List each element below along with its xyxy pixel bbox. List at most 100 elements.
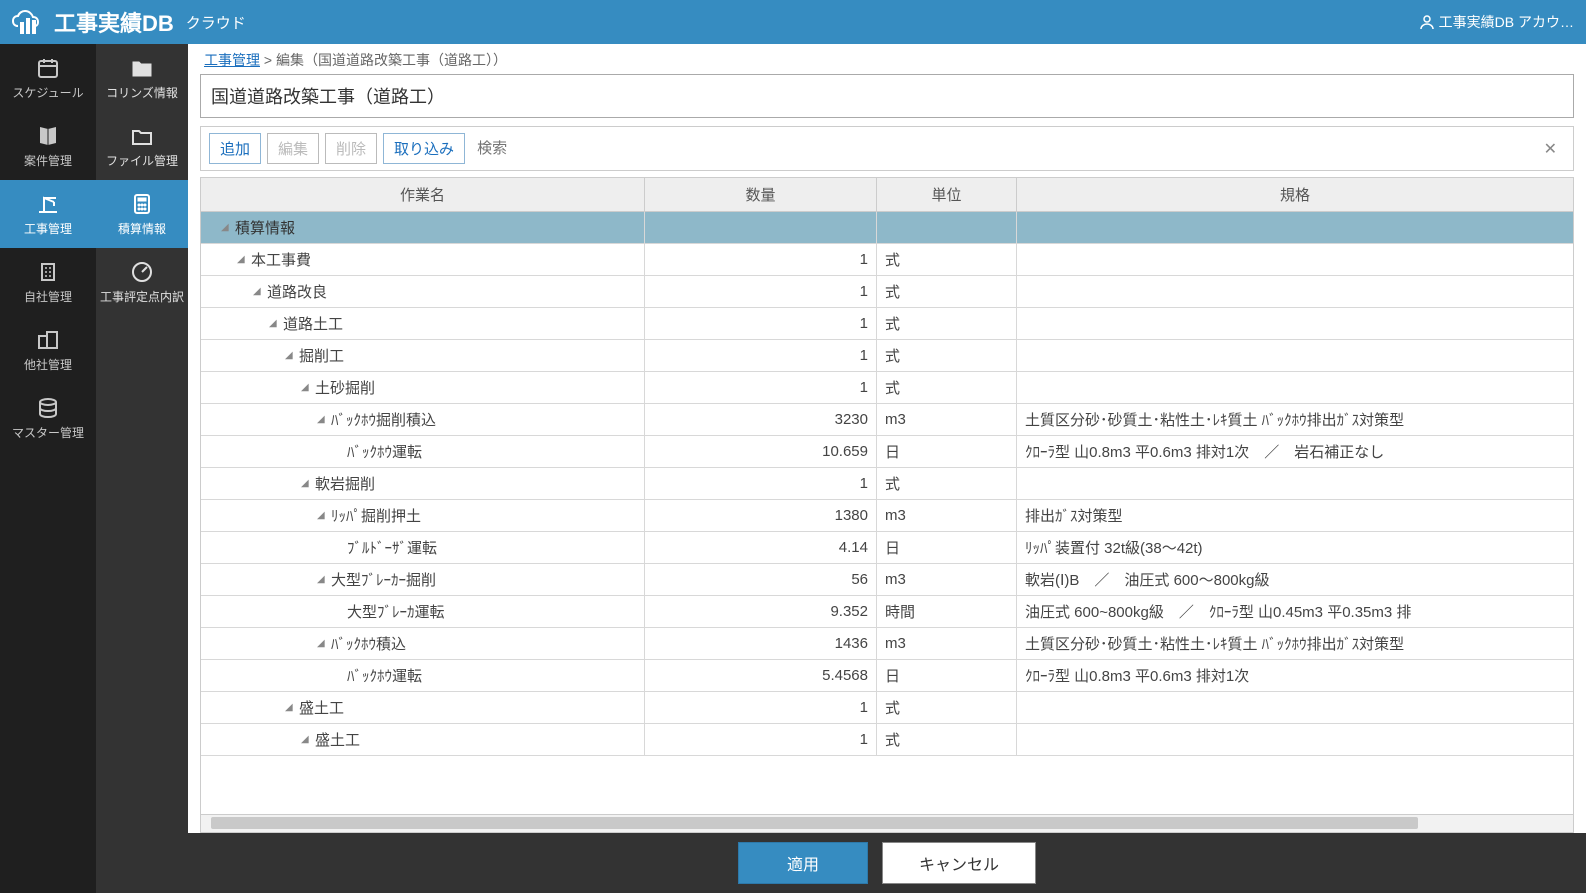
cell-unit: 日 — [877, 436, 1017, 467]
delete-button[interactable]: 削除 — [325, 133, 377, 164]
cell-qty: 56 — [645, 564, 877, 595]
horizontal-scrollbar[interactable] — [201, 814, 1573, 832]
cell-qty: 9.352 — [645, 596, 877, 627]
sidebar-item-own-company[interactable]: 自社管理 — [0, 248, 96, 316]
tree-collapse-icon[interactable]: ◢ — [237, 254, 247, 265]
tree-collapse-icon[interactable]: ◢ — [301, 734, 311, 745]
cell-name: ◢ 盛土工 — [201, 692, 645, 723]
table-row[interactable]: ﾌﾞﾙﾄﾞｰｻﾞ運転4.14日ﾘｯﾊﾟ装置付 32t級(38～42t) — [201, 532, 1573, 564]
row-name-text: 土砂掘削 — [315, 377, 375, 398]
sidebar-item-master[interactable]: マスター管理 — [0, 384, 96, 452]
col-header-unit[interactable]: 単位 — [877, 178, 1017, 211]
cell-name: ◢ 道路土工 — [201, 308, 645, 339]
edit-button[interactable]: 編集 — [267, 133, 319, 164]
cell-name: ◢ 道路改良 — [201, 276, 645, 307]
table-row[interactable]: ◢本工事費1式 — [201, 244, 1573, 276]
cell-qty: 5.4568 — [645, 660, 877, 691]
grid-body[interactable]: ◢積算情報◢本工事費1式◢道路改良1式◢道路土工1式◢掘削工1式◢土砂掘削1式◢… — [201, 212, 1573, 814]
subnav-label: ファイル管理 — [106, 152, 178, 169]
cell-spec — [1017, 308, 1573, 339]
tree-collapse-icon[interactable]: ◢ — [285, 350, 295, 361]
apply-button[interactable]: 適用 — [738, 842, 868, 884]
sidebar-item-construction[interactable]: 工事管理 — [0, 180, 96, 248]
col-header-spec[interactable]: 規格 — [1017, 178, 1573, 211]
table-row[interactable]: ◢土砂掘削1式 — [201, 372, 1573, 404]
table-row[interactable]: ◢軟岩掘削1式 — [201, 468, 1573, 500]
scrollbar-thumb[interactable] — [211, 817, 1418, 829]
col-header-qty[interactable]: 数量 — [645, 178, 877, 211]
cell-name: ◢ 土砂掘削 — [201, 372, 645, 403]
table-row[interactable]: ◢ﾘｯﾊﾟ掘削押土1380m3排出ｶﾞｽ対策型 — [201, 500, 1573, 532]
table-row[interactable]: ◢ﾊﾞｯｸﾎｳ掘削積込3230m3土質区分砂･砂質土･粘性土･ﾚｷ質土 ﾊﾞｯｸ… — [201, 404, 1573, 436]
tree-collapse-icon[interactable]: ◢ — [285, 702, 295, 713]
subnav-estimate[interactable]: 積算情報 — [96, 180, 188, 248]
search-input[interactable] — [471, 136, 1530, 161]
building-icon — [36, 260, 60, 284]
tree-collapse-icon[interactable]: ◢ — [221, 222, 231, 233]
table-row[interactable]: 大型ﾌﾞﾚｰｶ運転9.352時間油圧式 600~800kg級 ／ ｸﾛｰﾗ型 山… — [201, 596, 1573, 628]
table-row[interactable]: ◢道路改良1式 — [201, 276, 1573, 308]
calendar-icon — [36, 56, 60, 80]
cloud-building-icon — [12, 8, 46, 36]
row-name-text: ﾌﾞﾙﾄﾞｰｻﾞ運転 — [347, 537, 437, 558]
user-menu[interactable]: 工事実績DB アカウ… — [1419, 12, 1574, 32]
close-icon[interactable]: ✕ — [1536, 137, 1565, 161]
cell-qty: 1 — [645, 244, 877, 275]
tree-collapse-icon[interactable]: ◢ — [317, 638, 327, 649]
cell-qty: 1 — [645, 468, 877, 499]
breadcrumb-link[interactable]: 工事管理 — [204, 52, 260, 68]
row-name-text: 道路土工 — [283, 313, 343, 334]
tree-collapse-icon[interactable]: ◢ — [301, 478, 311, 489]
gauge-icon — [130, 260, 154, 284]
subnav-corins[interactable]: コリンズ情報 — [96, 44, 188, 112]
tree-collapse-icon[interactable]: ◢ — [317, 510, 327, 521]
cell-qty: 1 — [645, 308, 877, 339]
tree-collapse-icon[interactable]: ◢ — [269, 318, 279, 329]
table-row[interactable]: ◢積算情報 — [201, 212, 1573, 244]
tree-collapse-icon[interactable]: ◢ — [301, 382, 311, 393]
cell-spec — [1017, 212, 1573, 243]
cell-qty: 1 — [645, 724, 877, 755]
import-button[interactable]: 取り込み — [383, 133, 465, 164]
sidebar-item-schedule[interactable]: スケジュール — [0, 44, 96, 112]
book-icon — [36, 124, 60, 148]
cell-qty: 1 — [645, 692, 877, 723]
row-name-text: 盛土工 — [299, 697, 344, 718]
sidebar-item-projects[interactable]: 案件管理 — [0, 112, 96, 180]
sidebar-label: 自社管理 — [24, 288, 72, 305]
cancel-button[interactable]: キャンセル — [882, 842, 1036, 884]
add-button[interactable]: 追加 — [209, 133, 261, 164]
tree-collapse-icon[interactable]: ◢ — [317, 574, 327, 585]
sidebar-label: 工事管理 — [24, 220, 72, 237]
row-name-text: 大型ﾌﾞﾚｰｶｰ掘削 — [331, 569, 436, 590]
breadcrumb-current: 編集（国道道路改築工事（道路工）） — [276, 52, 507, 68]
breadcrumb-sep: > — [260, 52, 276, 68]
tree-collapse-icon[interactable]: ◢ — [317, 414, 327, 425]
table-row[interactable]: ﾊﾞｯｸﾎｳ運転5.4568日ｸﾛｰﾗ型 山0.8m3 平0.6m3 排対1次 — [201, 660, 1573, 692]
sidebar-label: 案件管理 — [24, 152, 72, 169]
cell-unit: m3 — [877, 628, 1017, 659]
cell-name: ◢積算情報 — [201, 212, 645, 243]
subnav-label: 積算情報 — [118, 220, 166, 237]
table-row[interactable]: ◢ﾊﾞｯｸﾎｳ積込1436m3土質区分砂･砂質土･粘性土･ﾚｷ質土 ﾊﾞｯｸﾎｳ… — [201, 628, 1573, 660]
app-header: 工事実績DB クラウド 工事実績DB アカウ… — [0, 0, 1586, 44]
table-row[interactable]: ◢掘削工1式 — [201, 340, 1573, 372]
sidebar-label: スケジュール — [12, 84, 83, 101]
subnav-files[interactable]: ファイル管理 — [96, 112, 188, 180]
table-row[interactable]: ◢道路土工1式 — [201, 308, 1573, 340]
tree-collapse-icon[interactable]: ◢ — [253, 286, 263, 297]
table-row[interactable]: ◢大型ﾌﾞﾚｰｶｰ掘削56m3軟岩(Ⅰ)B ／ 油圧式 600～800kg級 — [201, 564, 1573, 596]
table-row[interactable]: ◢盛土工1式 — [201, 724, 1573, 756]
subnav-evaluation[interactable]: 工事評定点内訳 — [96, 248, 188, 316]
crane-icon — [36, 192, 60, 216]
cell-spec — [1017, 244, 1573, 275]
sidebar-item-other-company[interactable]: 他社管理 — [0, 316, 96, 384]
col-header-name[interactable]: 作業名 — [201, 178, 645, 211]
table-row[interactable]: ﾊﾞｯｸﾎｳ運転10.659日ｸﾛｰﾗ型 山0.8m3 平0.6m3 排対1次 … — [201, 436, 1573, 468]
row-name-text: 大型ﾌﾞﾚｰｶ運転 — [347, 601, 445, 622]
toolbar: 追加 編集 削除 取り込み ✕ — [200, 126, 1574, 171]
row-name-text: 道路改良 — [267, 281, 327, 302]
cell-spec — [1017, 468, 1573, 499]
table-row[interactable]: ◢盛土工1式 — [201, 692, 1573, 724]
cell-unit: 式 — [877, 276, 1017, 307]
